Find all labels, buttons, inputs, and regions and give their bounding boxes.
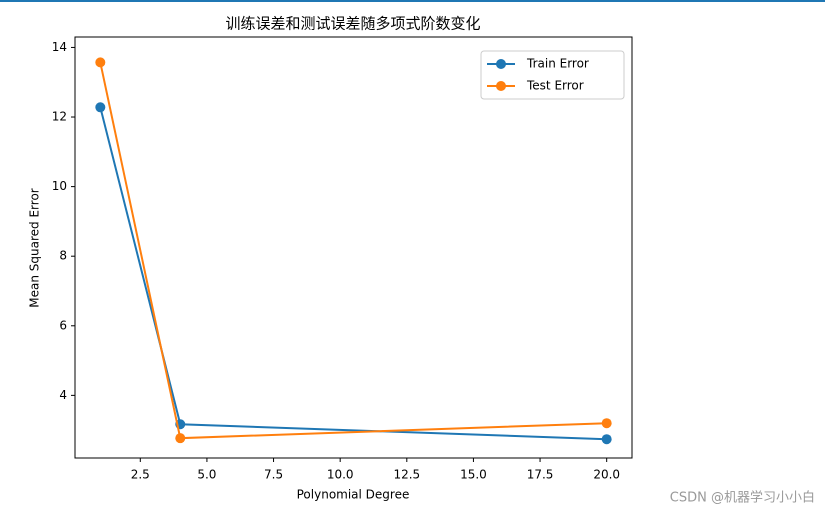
line bbox=[99, 62, 607, 440]
x-tick-label: 7.5 bbox=[264, 468, 283, 482]
line bbox=[99, 107, 607, 441]
chart-title: 训练误差和测试误差随多项式阶数变化 bbox=[225, 15, 480, 33]
x-tick-label: 5.0 bbox=[197, 468, 216, 482]
plot-frame bbox=[74, 36, 633, 459]
point bbox=[601, 434, 612, 445]
x-tick-label: 12.5 bbox=[393, 468, 420, 482]
y-tick-label: 12 bbox=[52, 110, 67, 124]
y-tick-label: 6 bbox=[59, 318, 67, 332]
watermark: CSDN @机器学习小小白 bbox=[670, 490, 815, 506]
x-tick-label: 20.0 bbox=[593, 468, 620, 482]
y-tick-label: 14 bbox=[52, 40, 67, 54]
point bbox=[95, 57, 106, 68]
point bbox=[175, 433, 186, 444]
x-tick-label: 2.5 bbox=[131, 468, 150, 482]
legend-label: Train Error bbox=[526, 57, 589, 71]
x-tick-label: 15.0 bbox=[460, 468, 487, 482]
legend-box bbox=[480, 50, 625, 100]
x-axis-label: Polynomial Degree bbox=[297, 488, 410, 502]
y-tick-label: 10 bbox=[52, 179, 67, 193]
x-tick-label: 10.0 bbox=[327, 468, 354, 482]
point bbox=[601, 418, 612, 429]
y-axis-label: Mean Squared Error bbox=[28, 188, 42, 308]
legend-marker bbox=[496, 59, 506, 69]
y-tick-label: 8 bbox=[59, 249, 67, 263]
y-tick-label: 4 bbox=[59, 388, 67, 402]
point bbox=[95, 102, 106, 113]
x-tick-label: 17.5 bbox=[527, 468, 554, 482]
legend-label: Test Error bbox=[526, 79, 584, 93]
legend-marker bbox=[496, 81, 506, 91]
